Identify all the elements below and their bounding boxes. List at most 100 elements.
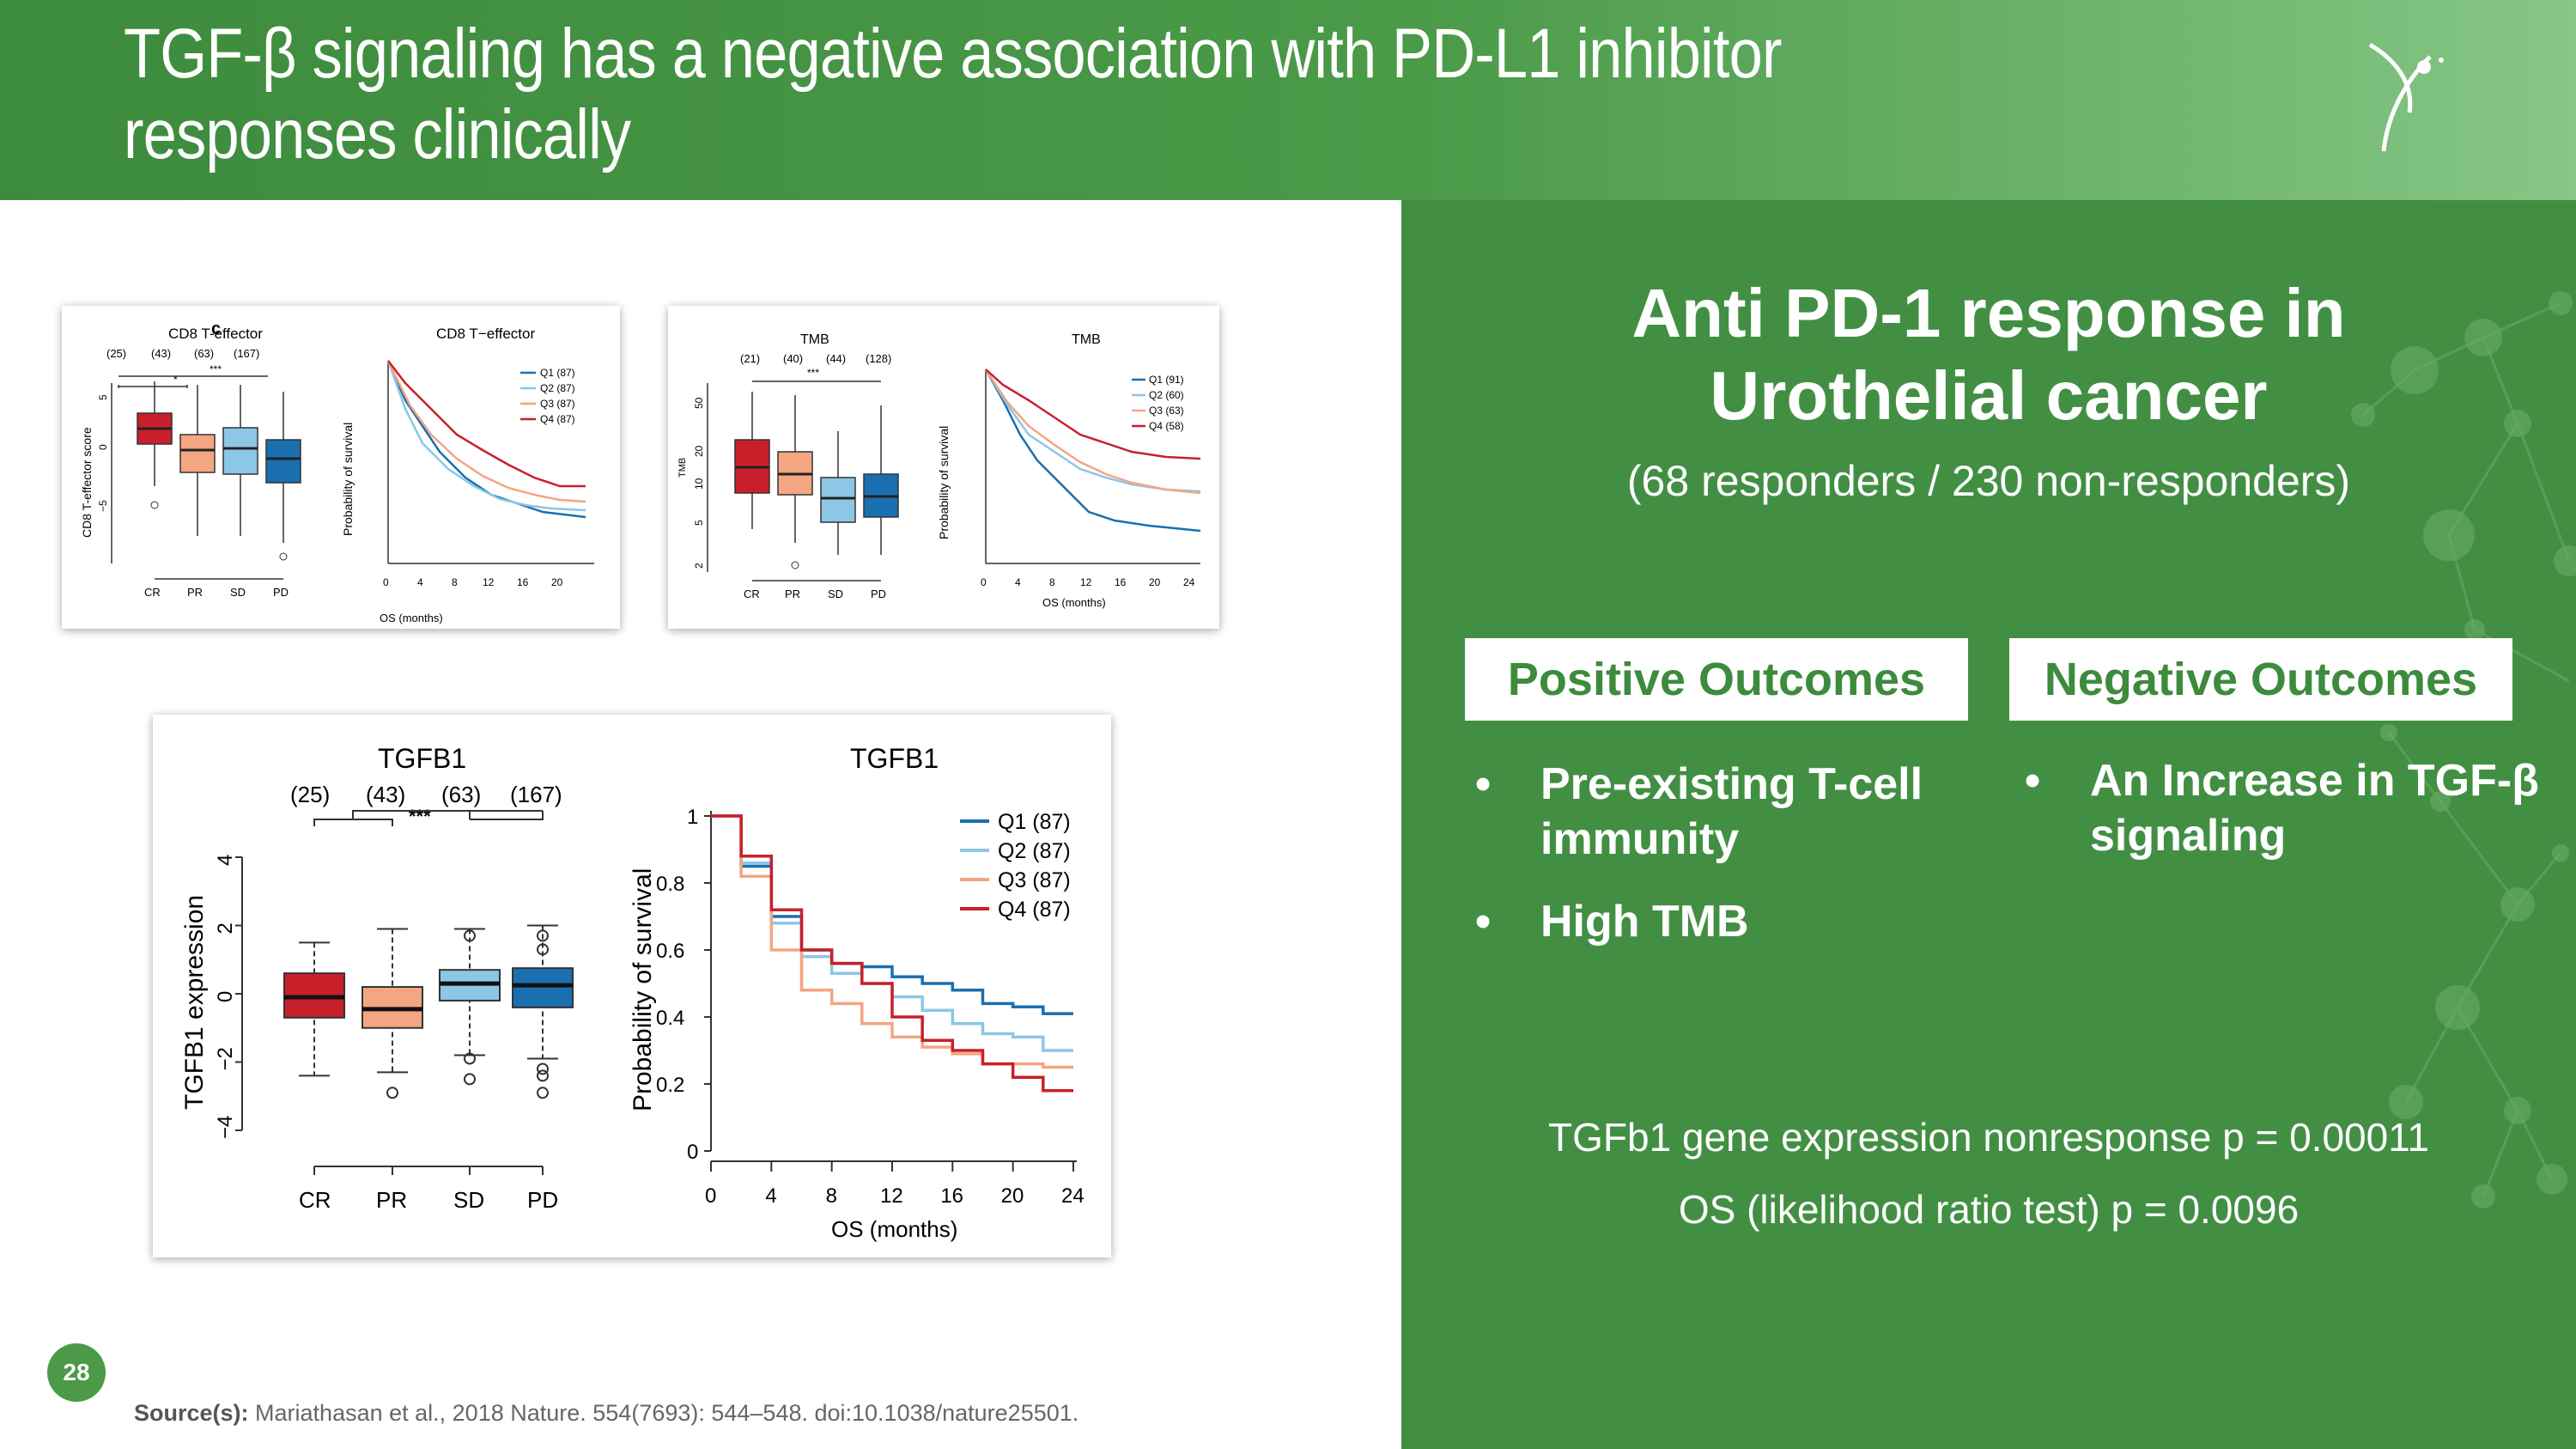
negative-outcomes-heading: Negative Outcomes: [2009, 638, 2512, 721]
x-tick-label: 24: [1183, 576, 1195, 588]
x-tick-label: 12: [880, 1184, 903, 1208]
y-tick-label: 0.2: [656, 1074, 684, 1097]
y-tick-label: 0.8: [656, 873, 684, 896]
category-label: PD: [527, 1187, 558, 1213]
category-label: CR: [299, 1187, 331, 1213]
count-label: (21): [740, 352, 760, 365]
tmb-box-title: TMB: [800, 332, 829, 347]
legend-label: Q1 (91): [1149, 374, 1184, 386]
km-y-ticks: 0 0.2 0.4 0.6 0.8 1: [656, 806, 711, 1164]
km-y-label: Probability of survival: [937, 426, 951, 539]
count-label: (44): [826, 352, 846, 365]
positive-outcomes-list: Pre-existing T-cell immunity High TMB: [1475, 757, 1956, 977]
x-tick-label: 20: [551, 576, 563, 588]
negative-outcomes-list: An Increase in TGF-β signaling: [2025, 753, 2540, 891]
panel-title-line2: Urothelial cancer: [1710, 357, 2268, 434]
significance-label: ***: [409, 806, 431, 827]
cd8-y-label: CD8 T-effector score: [80, 427, 94, 538]
category-label: SD: [230, 586, 246, 599]
significance-label: ***: [210, 363, 222, 375]
y-tick-label: 0.6: [656, 940, 684, 963]
legend-label: Q2 (87): [998, 839, 1071, 863]
list-item: High TMB: [1475, 894, 1956, 949]
x-tick-label: 16: [517, 576, 529, 588]
y-tick-label: 4: [214, 855, 237, 866]
summary-panel: Anti PD-1 response in Urothelial cancer …: [1401, 200, 2576, 1449]
count-label: (25): [106, 347, 126, 360]
y-tick-label: 20: [693, 445, 705, 457]
count-label: (40): [783, 352, 803, 365]
km-x-label: OS (months): [1042, 596, 1106, 609]
y-tick-label: 0: [687, 1141, 698, 1164]
category-label: SD: [453, 1187, 484, 1213]
y-tick-label: −2: [214, 1047, 237, 1070]
x-tick-label: 12: [1080, 576, 1092, 588]
y-tick-label: 0.4: [656, 1007, 684, 1030]
box-plot-marks: [283, 924, 574, 1099]
x-tick-label: 20: [1149, 576, 1161, 588]
x-tick-label: 0: [383, 576, 389, 588]
km-curve-4: [711, 814, 1073, 1093]
tgfb1-figure-svg: TGFB1 (25) (43) (63) (167) *** TGFB1 exp…: [180, 743, 1084, 1242]
x-tick-label: 16: [940, 1184, 963, 1208]
x-tick-label: 4: [1015, 576, 1021, 588]
y-tick-label: 0: [97, 444, 109, 450]
outlier-point: [464, 929, 476, 942]
tmb-y-label: TMB: [677, 458, 688, 478]
x-tick-label: 4: [765, 1184, 776, 1208]
header-bar: TGF-β signaling has a negative associati…: [0, 0, 2576, 200]
count-label: (128): [866, 352, 891, 365]
legend-label: Q2 (87): [540, 382, 575, 394]
category-label: CR: [744, 588, 760, 600]
panel-letter: c: [211, 320, 221, 338]
slide-title: TGF-β signaling has a negative associati…: [124, 15, 1782, 174]
outlier-point: [537, 1087, 549, 1099]
tmb-km-title: TMB: [1072, 332, 1101, 347]
category-label: PR: [187, 586, 203, 599]
y-tick-label: 5: [97, 394, 109, 400]
source-citation: Source(s): Mariathasan et al., 2018 Natu…: [134, 1400, 1078, 1427]
panel-title-line1: Anti PD-1 response in: [1631, 275, 2346, 351]
count-label: (167): [234, 347, 259, 360]
y-tick-label: 1: [687, 806, 698, 829]
figure-cd8: CD8 T-effector (25) (43) (63) (167) c **…: [62, 306, 620, 629]
legend-label: Q3 (87): [998, 868, 1071, 892]
x-tick-label: 0: [981, 576, 987, 588]
x-tick-label: 16: [1115, 576, 1127, 588]
count-label: (167): [510, 782, 562, 807]
category-label: PD: [871, 588, 886, 600]
count-label: (43): [366, 782, 405, 807]
count-label: (63): [441, 782, 481, 807]
outlier-point: [386, 1087, 398, 1099]
logo-icon: [2368, 42, 2444, 152]
count-label: (25): [290, 782, 330, 807]
category-label: PD: [273, 586, 289, 599]
km-y-label: Probability of survival: [341, 423, 355, 536]
legend-label: Q4 (87): [998, 898, 1071, 922]
cd8-km-title: CD8 T−effector: [436, 326, 535, 342]
x-tick-label: 20: [1001, 1184, 1024, 1208]
count-label: (63): [194, 347, 214, 360]
y-tick-label: 50: [693, 397, 705, 409]
x-tick-label: 0: [705, 1184, 716, 1208]
x-tick-label: 8: [452, 576, 458, 588]
km-legend: Q1 (87) Q2 (87) Q3 (87) Q4 (87): [960, 810, 1071, 922]
outlier-point: [464, 1052, 476, 1065]
outlier-point: [537, 943, 549, 956]
y-tick-label: −5: [97, 500, 109, 512]
legend-label: Q1 (87): [540, 367, 575, 379]
y-tick-label: −4: [214, 1116, 237, 1139]
cd8-figure-svg: CD8 T-effector (25) (43) (63) (167) c **…: [80, 320, 594, 624]
outlier-point: [464, 1073, 476, 1086]
source-text: Mariathasan et al., 2018 Nature. 554(769…: [255, 1400, 1079, 1426]
outlier-point: [537, 929, 549, 942]
list-item: An Increase in TGF-β signaling: [2025, 753, 2540, 863]
x-tick-label: 8: [826, 1184, 837, 1208]
legend-label: Q3 (87): [540, 398, 575, 410]
category-label: CR: [144, 586, 161, 599]
km-x-label: OS (months): [831, 1216, 957, 1242]
significance-label: ***: [807, 367, 819, 379]
y-tick-label: 10: [693, 478, 705, 490]
outlier-point: [537, 1069, 549, 1082]
y-tick-label: 2: [214, 922, 237, 934]
